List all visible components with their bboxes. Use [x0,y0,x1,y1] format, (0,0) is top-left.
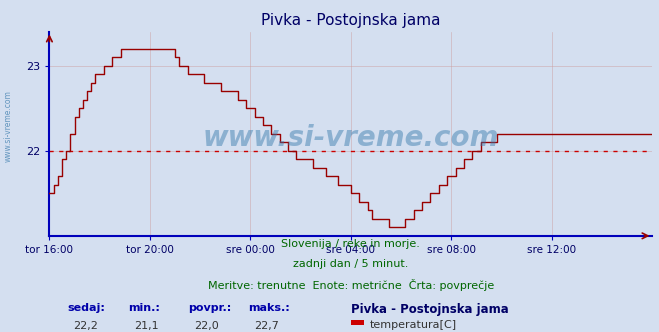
Text: 22,7: 22,7 [254,321,279,331]
Bar [351,320,364,325]
Text: Slovenija / reke in morje.: Slovenija / reke in morje. [281,239,420,249]
Text: sedaj:: sedaj: [67,303,105,313]
Text: www.si-vreme.com: www.si-vreme.com [4,90,13,162]
Text: povpr.:: povpr.: [188,303,231,313]
Text: Meritve: trenutne  Enote: metrične  Črta: povprečje: Meritve: trenutne Enote: metrične Črta: … [208,280,494,291]
Text: maks.:: maks.: [248,303,290,313]
Text: temperatura[C]: temperatura[C] [370,320,457,330]
Title: Pivka - Postojnska jama: Pivka - Postojnska jama [261,13,441,28]
Text: 21,1: 21,1 [134,321,158,331]
Text: Pivka - Postojnska jama: Pivka - Postojnska jama [351,303,509,316]
Text: zadnji dan / 5 minut.: zadnji dan / 5 minut. [293,259,409,269]
Text: 22,0: 22,0 [194,321,219,331]
Text: 22,2: 22,2 [74,321,98,331]
Text: www.si-vreme.com: www.si-vreme.com [203,124,499,152]
Text: min.:: min.: [128,303,159,313]
